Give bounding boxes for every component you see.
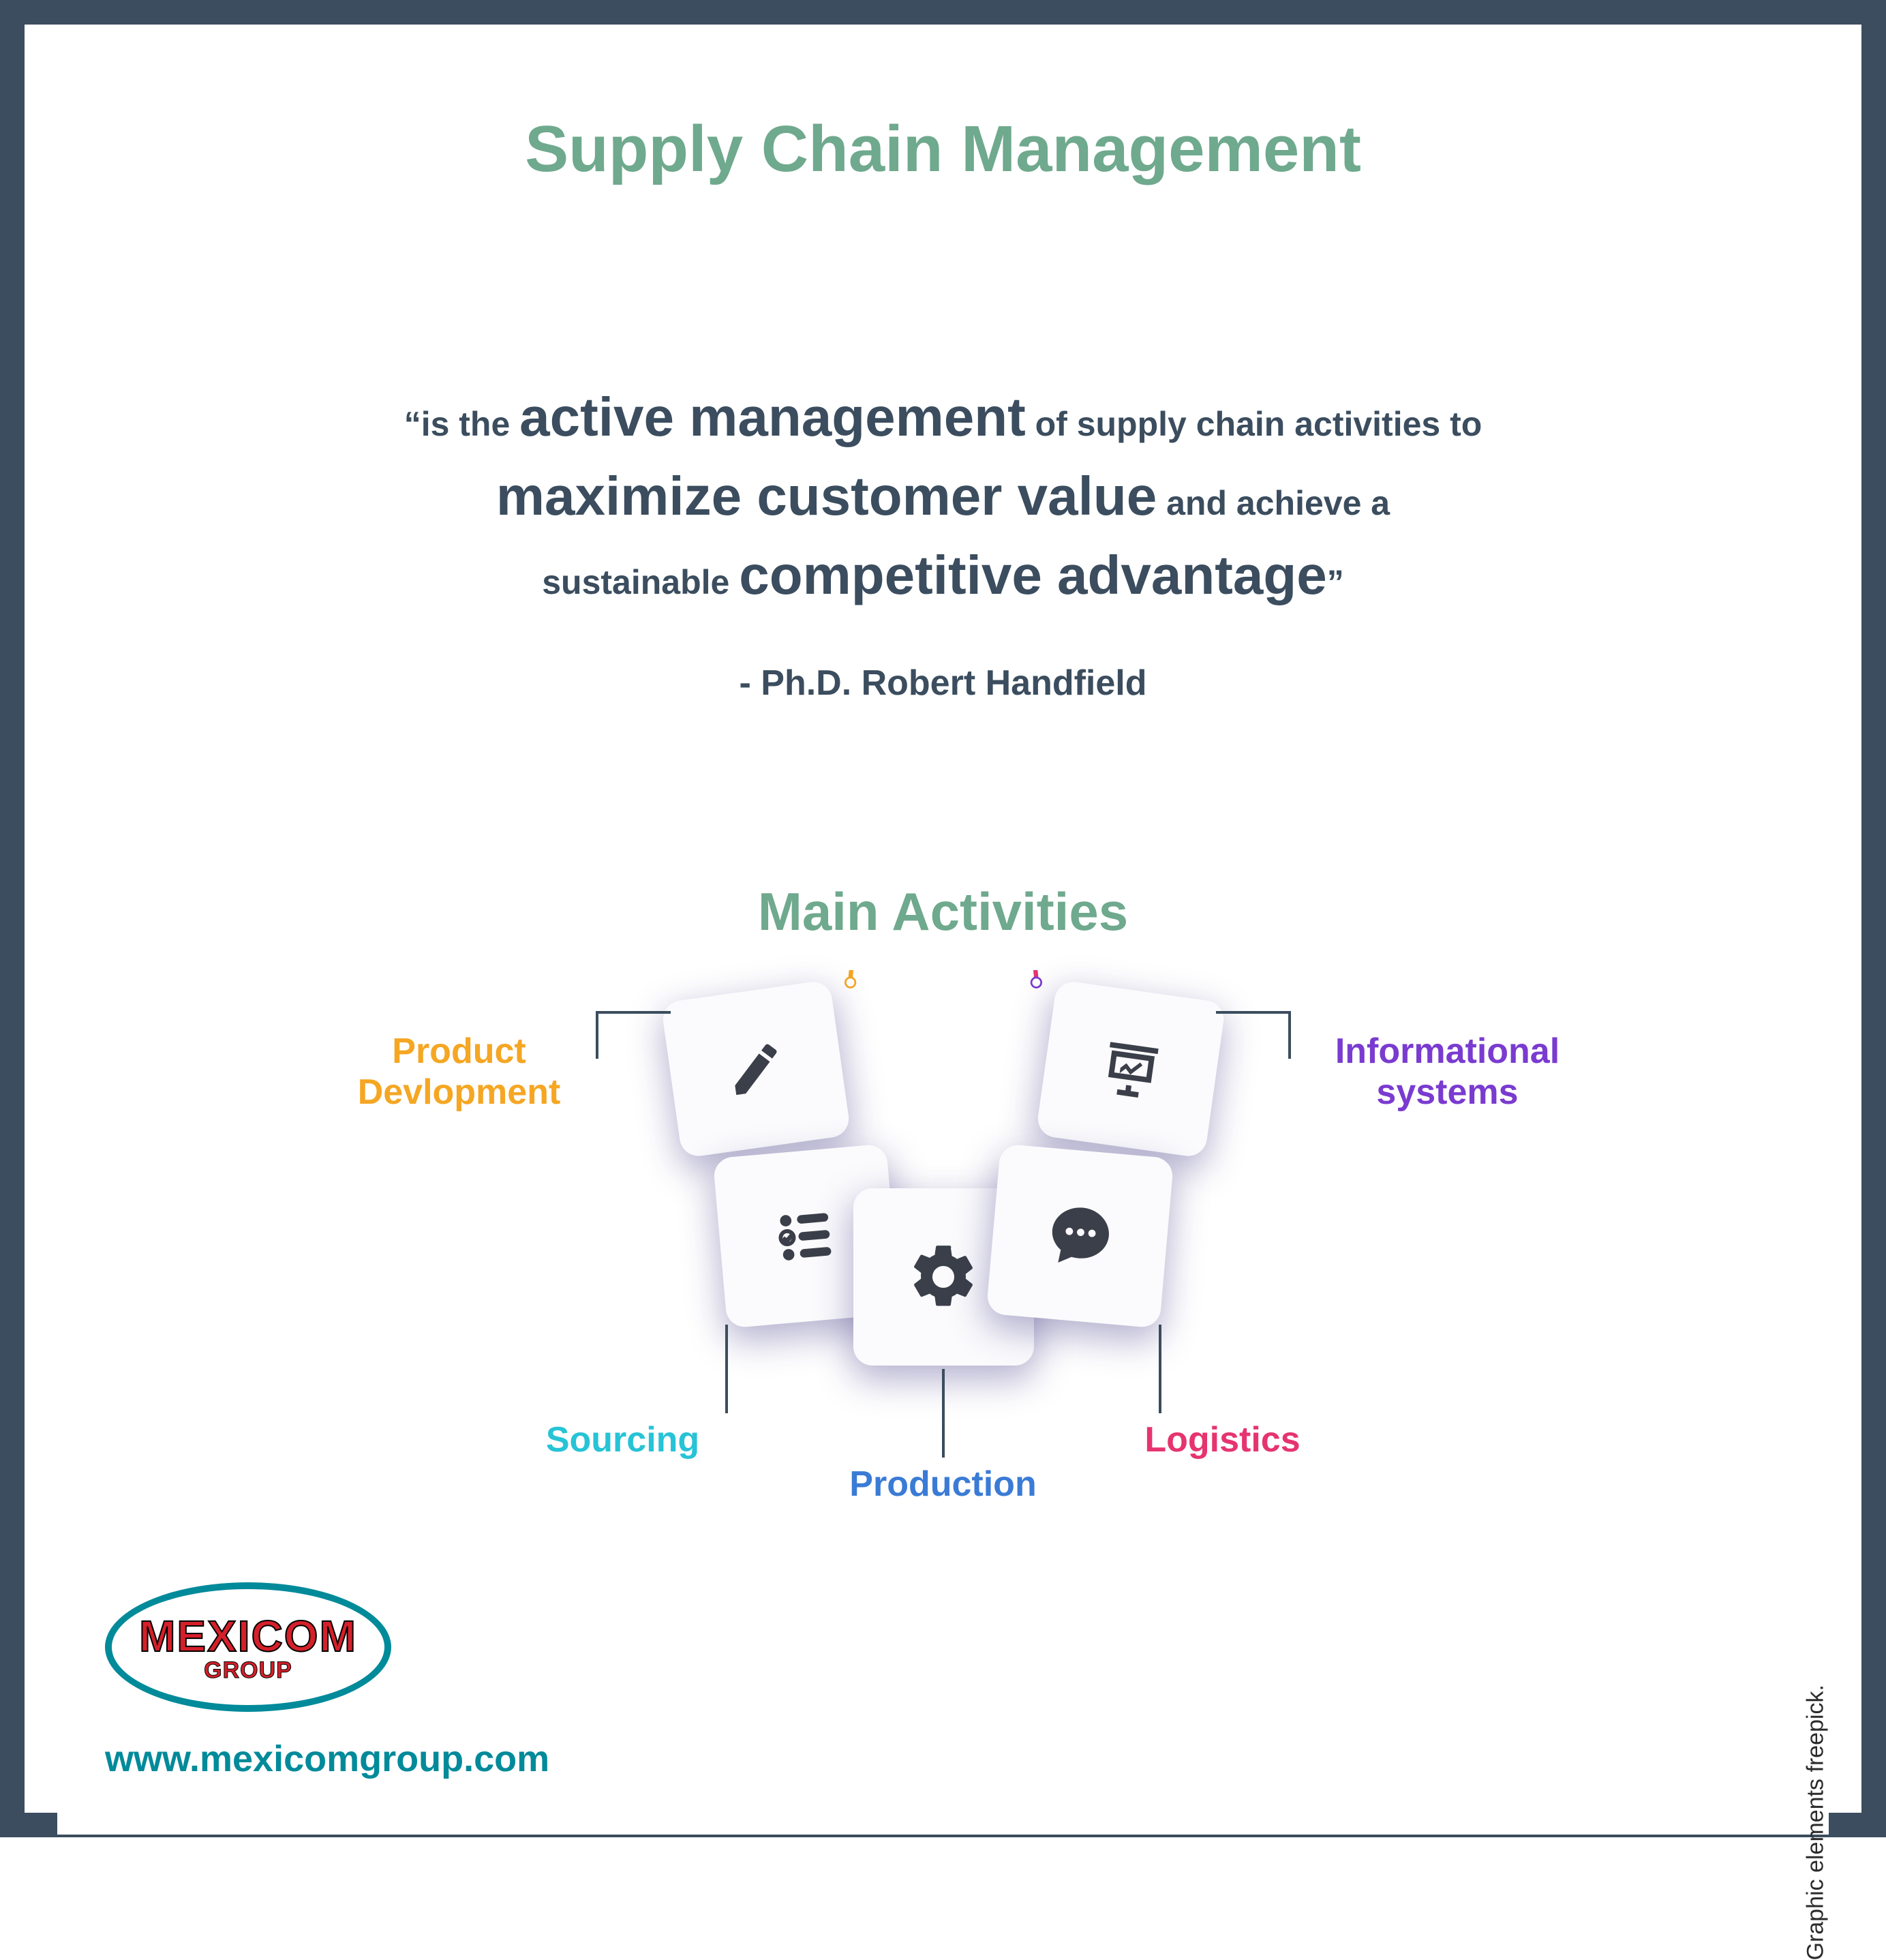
- label-logistics: Logistics: [1114, 1420, 1332, 1461]
- quote-p3-big: competitive advantage: [739, 545, 1327, 605]
- connector-informational-systems: [1216, 1011, 1291, 1014]
- graphic-credit: Graphic elements freepick.: [1802, 1685, 1829, 1960]
- inner-arc: [821, 970, 1066, 1110]
- quote-p1-small: is the: [421, 405, 519, 443]
- label-product-development: Product Devlopment: [330, 1031, 589, 1113]
- quote-close: ”: [1327, 563, 1344, 601]
- presentation-chart-icon: [1094, 1032, 1167, 1105]
- segment-product-development: [660, 980, 851, 1159]
- brand-name: MEXICOM: [139, 1611, 357, 1661]
- connector-production: [942, 1369, 945, 1458]
- activities-diagram: Product Devlopment Informational systems…: [432, 963, 1455, 1522]
- brand-sub: GROUP: [204, 1657, 292, 1684]
- main-activities-heading: Main Activities: [57, 881, 1829, 943]
- label-informational-systems: Informational systems: [1305, 1031, 1591, 1113]
- quote-p3-small: sustainable: [542, 563, 739, 601]
- outer-frame: Supply Chain Management “is the active m…: [0, 0, 1886, 1837]
- page-canvas: Supply Chain Management “is the active m…: [57, 112, 1829, 1835]
- quote-p1-tail: of supply chain activities to: [1026, 405, 1482, 443]
- gear-icon: [906, 1239, 981, 1314]
- segment-informational-systems: [1035, 980, 1226, 1159]
- label-production: Production: [814, 1464, 1073, 1505]
- connector-logistics: [1159, 1325, 1161, 1413]
- quote-open: “: [404, 405, 421, 443]
- quote-p2-big: maximize customer value: [496, 466, 1157, 526]
- brand-url: www.mexicomgroup.com: [105, 1738, 549, 1780]
- segment-logistics: [986, 1143, 1174, 1328]
- checklist-icon: [770, 1199, 843, 1273]
- connector-product-development: [596, 1011, 671, 1014]
- definition-quote: “is the active management of supply chai…: [57, 378, 1829, 615]
- brand-logo: MEXICOM GROUP: [105, 1582, 391, 1712]
- pencil-icon: [721, 1034, 791, 1104]
- quote-p2-tail: and achieve a: [1157, 484, 1390, 522]
- quote-attribution: - Ph.D. Robert Handfield: [57, 663, 1829, 704]
- speech-bubble-icon: [1043, 1199, 1116, 1273]
- page-title: Supply Chain Management: [57, 112, 1829, 187]
- connector-sourcing: [725, 1325, 728, 1413]
- label-sourcing: Sourcing: [514, 1420, 732, 1461]
- quote-p1-big: active management: [519, 387, 1026, 447]
